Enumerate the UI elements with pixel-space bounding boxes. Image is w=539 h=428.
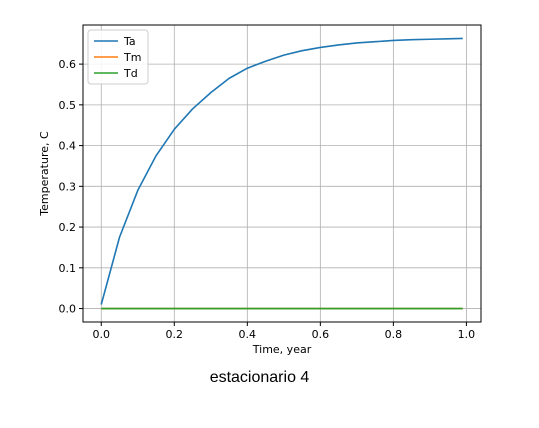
x-tick-label: 0.8: [385, 328, 403, 341]
x-axis-ticks: 0.0 0.2 0.4 0.6 0.8 1.0: [93, 322, 476, 341]
series-line-ta: [100, 37, 463, 305]
x-tick-label: 0.2: [166, 328, 184, 341]
x-tick-label: 0.4: [239, 328, 257, 341]
y-tick-label: 0.5: [59, 99, 77, 112]
y-tick-label: 0.1: [59, 262, 77, 275]
figure-caption: estacionario 4: [209, 369, 310, 386]
y-tick-label: 0.3: [59, 180, 77, 193]
x-tick-label: 0.6: [312, 328, 330, 341]
x-axis-label: Time, year: [252, 343, 312, 356]
x-tick-label: 1.0: [458, 328, 476, 341]
legend: Ta Tm Td: [87, 29, 149, 85]
plot-series: [100, 37, 463, 310]
y-axis-ticks: 0.0 0.1 0.2 0.3 0.4 0.5 0.6: [59, 58, 83, 316]
grid: [83, 25, 481, 322]
y-tick-label: 0.2: [59, 221, 77, 234]
legend-label-td: Td: [123, 67, 138, 80]
y-tick-label: 0.4: [59, 140, 77, 153]
y-tick-label: 0.0: [59, 303, 77, 316]
plot-frame: [82, 24, 482, 323]
y-tick-label: 0.6: [59, 58, 77, 71]
legend-label-ta: Ta: [123, 35, 136, 48]
legend-label-tm: Tm: [123, 51, 141, 64]
x-tick-label: 0.0: [93, 328, 111, 341]
y-axis-label: Temperature, C: [38, 131, 51, 217]
